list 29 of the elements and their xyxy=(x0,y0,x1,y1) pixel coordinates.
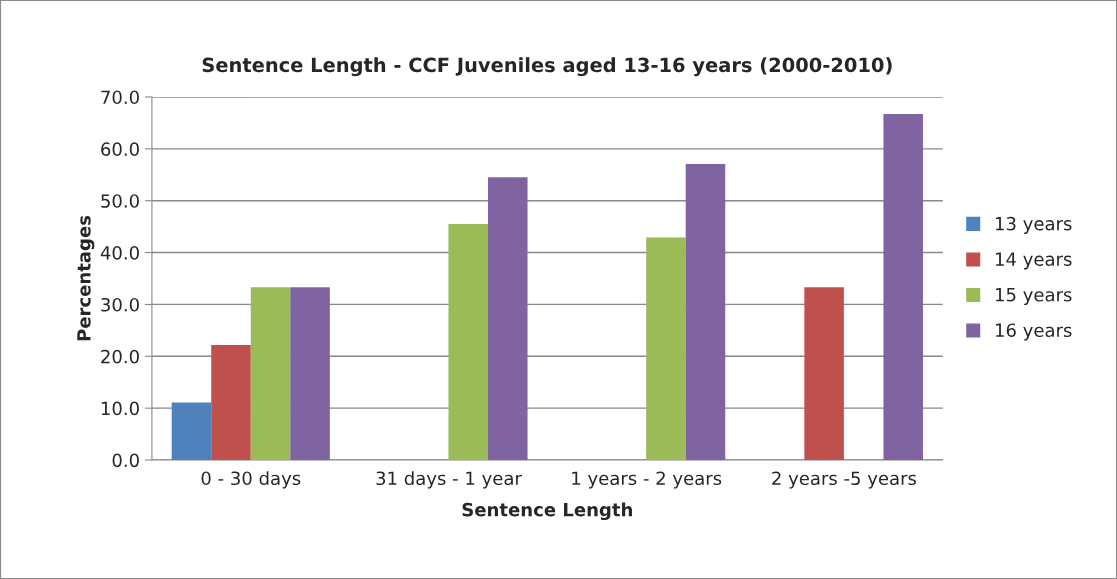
y-tick-label: 0.0 xyxy=(112,453,139,468)
legend-label: 16 years xyxy=(995,323,1072,341)
y-tick-label: 60.0 xyxy=(101,142,139,156)
x-tick-label: 31 days - 1 year xyxy=(376,471,522,489)
x-tick-label: 2 years -5 years xyxy=(772,471,917,489)
y-tick-label: 30.0 xyxy=(101,297,139,312)
legend-label: 15 years xyxy=(995,288,1072,305)
x-tick-label: 1 years - 2 years xyxy=(572,471,722,489)
legend-label: 14 years xyxy=(995,252,1072,270)
bar xyxy=(685,163,726,461)
bar xyxy=(448,224,489,461)
bar xyxy=(488,177,528,461)
bar xyxy=(211,344,251,461)
bar xyxy=(883,114,923,461)
y-axis-title: Percentages xyxy=(77,215,95,341)
y-tick-label: 10.0 xyxy=(101,401,139,416)
bar xyxy=(290,287,330,461)
x-axis-title: Sentence Length xyxy=(462,502,632,521)
y-tick-label: 50.0 xyxy=(101,194,139,208)
bar xyxy=(804,287,844,461)
x-tick-label: 0 - 30 days xyxy=(201,471,301,489)
y-tick-label: 70.0 xyxy=(101,90,139,105)
bar xyxy=(250,287,291,461)
bar xyxy=(646,237,686,461)
y-tick-label: 20.0 xyxy=(101,349,139,364)
chart-title: Sentence Length - CCF Juveniles aged 13-16 years (2000-2010) xyxy=(202,57,892,77)
bar xyxy=(171,402,212,461)
y-tick-label: 40.0 xyxy=(100,246,139,260)
legend-label: 13 years xyxy=(995,216,1072,234)
